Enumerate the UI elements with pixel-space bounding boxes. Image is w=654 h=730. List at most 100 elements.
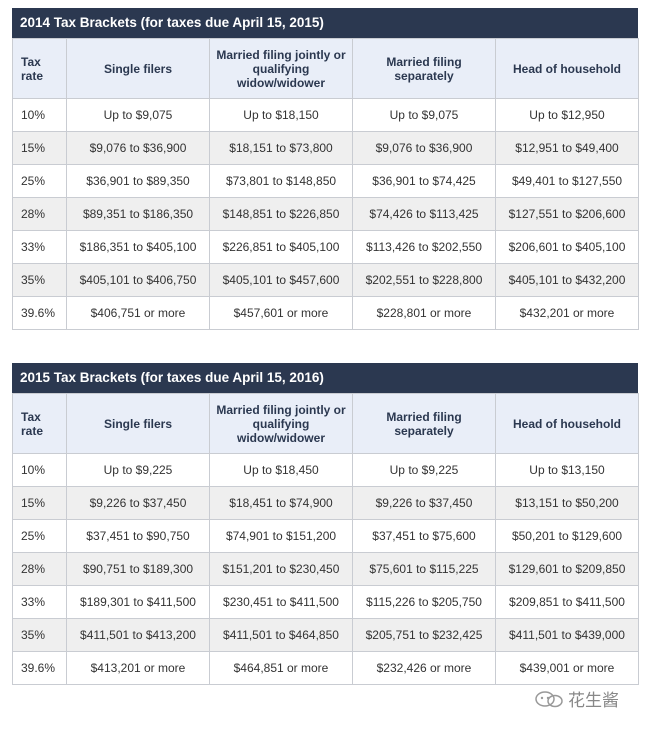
row: 25% $36,901 to $89,350 $73,801 to $148,850…: [12, 164, 639, 198]
header-cell: Head of household: [495, 393, 639, 454]
cell: $74,426 to $113,425: [352, 197, 496, 231]
tax-table: 2014 Tax Brackets (for taxes due April 1…: [12, 8, 639, 330]
cell: $129,601 to $209,850: [495, 552, 639, 586]
cell: $75,601 to $115,225: [352, 552, 496, 586]
cell: $151,201 to $230,450: [209, 552, 353, 586]
cell: 39.6%: [12, 651, 67, 685]
cell: Up to $18,450: [209, 453, 353, 487]
cell: $457,601 or more: [209, 296, 353, 330]
row: 33% $189,301 to $411,500 $230,451 to $411,…: [12, 585, 639, 619]
cell: $18,151 to $73,800: [209, 131, 353, 165]
cell: $228,801 or more: [352, 296, 496, 330]
cell: Up to $13,150: [495, 453, 639, 487]
cell: $405,101 to $457,600: [209, 263, 353, 297]
header-cell: Tax rate: [12, 38, 67, 99]
cell: $406,751 or more: [66, 296, 210, 330]
cell: $186,351 to $405,100: [66, 230, 210, 264]
header-cell: Married filing separately: [352, 38, 496, 99]
cell: $413,201 or more: [66, 651, 210, 685]
row: 39.6% $406,751 or more $457,601 or more $22…: [12, 296, 639, 330]
header-cell: Single filers: [66, 393, 210, 454]
row: 28% $89,351 to $186,350 $148,851 to $226,8…: [12, 197, 639, 231]
cell: $73,801 to $148,850: [209, 164, 353, 198]
cell: $405,101 to $432,200: [495, 263, 639, 297]
row: 25% $37,451 to $90,750 $74,901 to $151,200…: [12, 519, 639, 553]
cell: $464,851 or more: [209, 651, 353, 685]
cell: Up to $9,075: [66, 98, 210, 132]
row: 10% Up to $9,075 Up to $18,150 Up to $9,075…: [12, 98, 639, 132]
cell: 25%: [12, 519, 67, 553]
header-cell: Married filing jointly or qualifying wid…: [209, 38, 353, 99]
cell: $226,851 to $405,100: [209, 230, 353, 264]
table-title: 2015 Tax Brackets (for taxes due April 1…: [12, 363, 638, 393]
cell: 15%: [12, 131, 67, 165]
cell: $36,901 to $74,425: [352, 164, 496, 198]
cell: $411,501 to $439,000: [495, 618, 639, 652]
cell: 25%: [12, 164, 67, 198]
cell: $206,601 to $405,100: [495, 230, 639, 264]
cell: $205,751 to $232,425: [352, 618, 496, 652]
watermark-text: 花生酱: [568, 691, 619, 710]
row: 35% $411,501 to $413,200 $411,501 to $464,…: [12, 618, 639, 652]
header-cell: Married filing jointly or qualifying wid…: [209, 393, 353, 454]
cell: 39.6%: [12, 296, 67, 330]
header-cell: Head of household: [495, 38, 639, 99]
cell: $9,076 to $36,900: [352, 131, 496, 165]
cell: 15%: [12, 486, 67, 520]
cell: $148,851 to $226,850: [209, 197, 353, 231]
cell: $9,226 to $37,450: [352, 486, 496, 520]
cell: $115,226 to $205,750: [352, 585, 496, 619]
cell: $9,226 to $37,450: [66, 486, 210, 520]
cell: 10%: [12, 98, 67, 132]
cell: $49,401 to $127,550: [495, 164, 639, 198]
cell: $127,551 to $206,600: [495, 197, 639, 231]
cell: $18,451 to $74,900: [209, 486, 353, 520]
row: 35% $405,101 to $406,750 $405,101 to $457,…: [12, 263, 639, 297]
row: 15% $9,226 to $37,450 $18,451 to $74,900 $9…: [12, 486, 639, 520]
cell: $37,451 to $75,600: [352, 519, 496, 553]
cell: 10%: [12, 453, 67, 487]
cell: 28%: [12, 197, 67, 231]
cell: $12,951 to $49,400: [495, 131, 639, 165]
cell: $90,751 to $189,300: [66, 552, 210, 586]
cell: $37,451 to $90,750: [66, 519, 210, 553]
cell: $50,201 to $129,600: [495, 519, 639, 553]
cell: Up to $12,950: [495, 98, 639, 132]
header-cell: Single filers: [66, 38, 210, 99]
cell: Up to $18,150: [209, 98, 353, 132]
cell: $232,426 or more: [352, 651, 496, 685]
table: Tax rate Single filers Married filing join…: [12, 393, 639, 685]
row: 28% $90,751 to $189,300 $151,201 to $230,4…: [12, 552, 639, 586]
cell: $189,301 to $411,500: [66, 585, 210, 619]
cell: Up to $9,225: [352, 453, 496, 487]
header-cell: Tax rate: [12, 393, 67, 454]
cell: $202,551 to $228,800: [352, 263, 496, 297]
row: 15% $9,076 to $36,900 $18,151 to $73,800 $9…: [12, 131, 639, 165]
cell: $113,426 to $202,550: [352, 230, 496, 264]
cell: Up to $9,225: [66, 453, 210, 487]
cell: Up to $9,075: [352, 98, 496, 132]
cell: 35%: [12, 618, 67, 652]
header-row: Tax rate Single filers Married filing join…: [12, 393, 639, 454]
cell: 33%: [12, 230, 67, 264]
cell: $36,901 to $89,350: [66, 164, 210, 198]
row: 33% $186,351 to $405,100 $226,851 to $405,…: [12, 230, 639, 264]
cell: $74,901 to $151,200: [209, 519, 353, 553]
header-cell: Married filing separately: [352, 393, 496, 454]
cell: $411,501 to $464,850: [209, 618, 353, 652]
cell: $209,851 to $411,500: [495, 585, 639, 619]
cell: $411,501 to $413,200: [66, 618, 210, 652]
cell: 35%: [12, 263, 67, 297]
cell: $405,101 to $406,750: [66, 263, 210, 297]
cell: $9,076 to $36,900: [66, 131, 210, 165]
header-row: Tax rate Single filers Married filing join…: [12, 38, 639, 99]
cell: 28%: [12, 552, 67, 586]
watermark-icon: [535, 690, 563, 707]
tax-table: 2015 Tax Brackets (for taxes due April 1…: [12, 363, 639, 685]
row: 10% Up to $9,225 Up to $18,450 Up to $9,225…: [12, 453, 639, 487]
cell: $230,451 to $411,500: [209, 585, 353, 619]
table-title: 2014 Tax Brackets (for taxes due April 1…: [12, 8, 638, 38]
cell: $432,201 or more: [495, 296, 639, 330]
cell: 33%: [12, 585, 67, 619]
